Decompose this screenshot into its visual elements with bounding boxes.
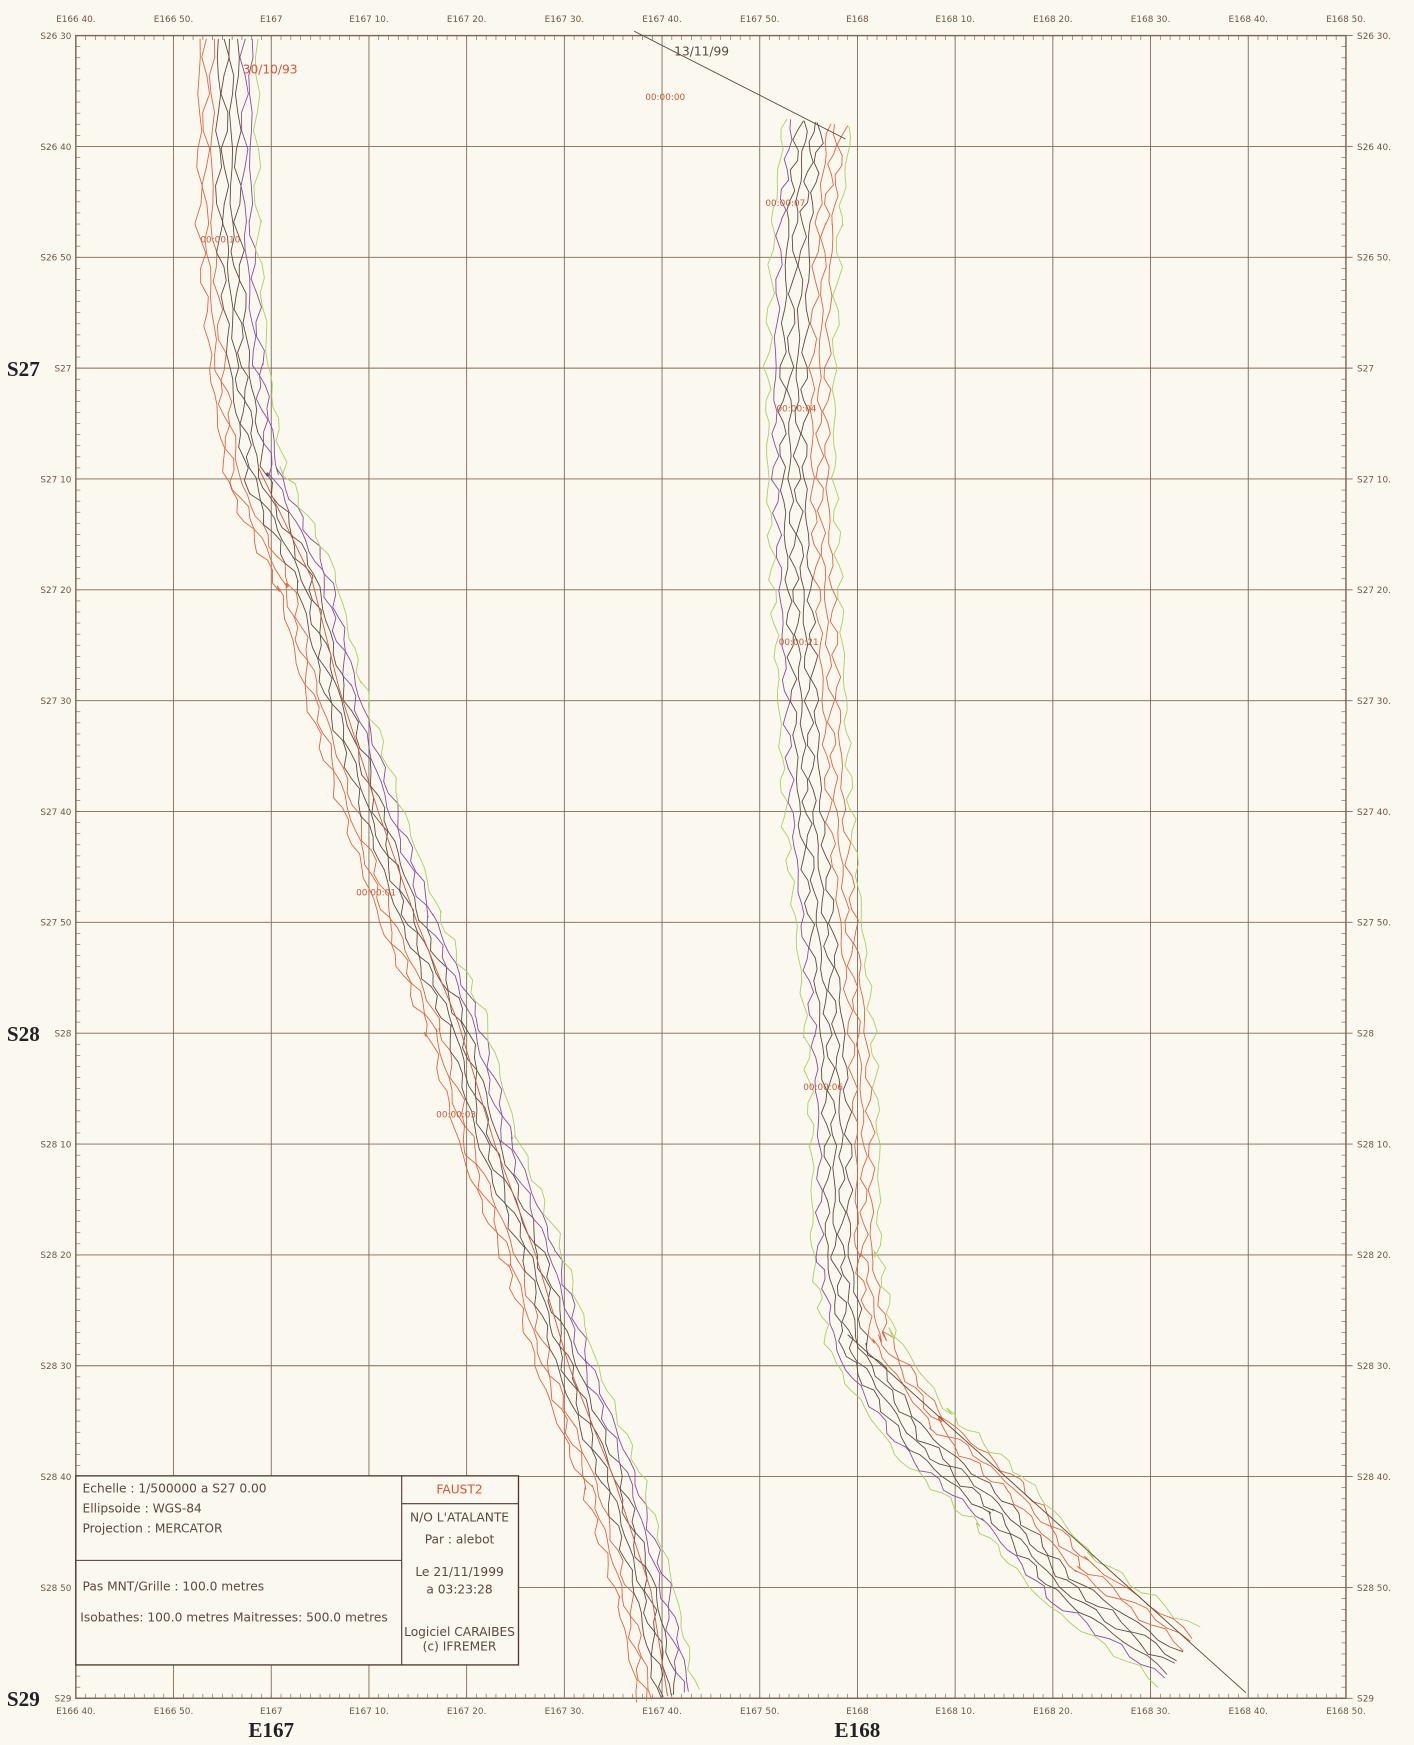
survey-date: 30/10/93 — [243, 62, 298, 76]
top-lon-label: E168 20. — [1033, 15, 1072, 25]
left-lat-label: S26 40 — [40, 143, 71, 153]
left-lat-label: S27 10 — [40, 475, 71, 485]
time-label: 00:00:10 — [200, 235, 240, 245]
time-label: 00:00:00 — [645, 93, 685, 103]
time-label: 00:00:21 — [779, 638, 819, 648]
big-lat-label: S29 — [7, 1687, 40, 1711]
right-lat-label: S27 20. — [1357, 586, 1391, 596]
top-lon-label: E168 50. — [1326, 15, 1365, 25]
time-label: 00:00:03 — [436, 1111, 476, 1121]
left-lat-label: S29 — [54, 1695, 71, 1705]
time-label: 00:00:04 — [777, 405, 817, 415]
bottom-lon-label: E168 — [846, 1707, 869, 1717]
bottom-lon-label: E167 50. — [740, 1707, 779, 1717]
legend-text: Logiciel CARAIBES — [404, 1625, 515, 1639]
bottom-lon-label: E166 50. — [154, 1707, 193, 1717]
bottom-lon-label: E168 30. — [1131, 1707, 1170, 1717]
left-lat-label: S28 20 — [40, 1251, 71, 1261]
time-label: 00:00:07 — [765, 199, 805, 209]
bathymetric-map: E166 40.E166 40.E166 50.E166 50.E167E167… — [0, 0, 1414, 1745]
top-lon-label: E167 20. — [447, 15, 486, 25]
time-label: 00:00:06 — [803, 1083, 843, 1093]
legend-text: Projection : MERCATOR — [83, 1522, 223, 1536]
legend-text: Par : alebot — [425, 1533, 495, 1547]
top-lon-label: E167 50. — [740, 15, 779, 25]
legend-text: (c) IFREMER — [423, 1639, 497, 1653]
left-lat-label: S27 30 — [40, 697, 71, 707]
top-lon-label: E168 40. — [1229, 15, 1268, 25]
big-lat-label: S28 — [7, 1022, 40, 1046]
bottom-lon-label: E167 30. — [545, 1707, 584, 1717]
left-lat-label: S28 10 — [40, 1140, 71, 1150]
right-lat-label: S27 10. — [1357, 475, 1391, 485]
left-lat-label: S27 — [54, 364, 71, 374]
right-lat-label: S26 40. — [1357, 143, 1391, 153]
legend-box: Echelle : 1/500000 a S27 0.00 Ellipsoide… — [76, 1476, 519, 1665]
legend-text: Isobathes: 100.0 metres Maitresses: 500.… — [80, 1611, 388, 1625]
top-lon-label: E168 30. — [1131, 15, 1170, 25]
left-lat-label: S26 30 — [40, 32, 71, 42]
top-lon-label: E168 10. — [935, 15, 974, 25]
bottom-lon-label: E167 40. — [642, 1707, 681, 1717]
right-lat-label: S28 30. — [1357, 1362, 1391, 1372]
big-lon-label: E168 — [835, 1718, 881, 1742]
right-lat-label: S27 30. — [1357, 697, 1391, 707]
legend-text: a 03:23:28 — [426, 1583, 492, 1597]
left-lat-label: S28 30 — [40, 1362, 71, 1372]
legend-text: N/O L'ATALANTE — [410, 1510, 509, 1524]
bottom-lon-label: E167 20. — [447, 1707, 486, 1717]
top-lon-label: E167 — [260, 15, 283, 25]
right-lat-label: S27 50. — [1357, 919, 1391, 929]
right-lat-label: S28 50. — [1357, 1584, 1391, 1594]
bottom-lon-label: E168 20. — [1033, 1707, 1072, 1717]
right-lat-label: S29 — [1357, 1695, 1374, 1705]
left-lat-label: S28 — [54, 1030, 71, 1040]
left-lat-label: S27 20 — [40, 586, 71, 596]
page: {"map": { "top_labels": ["E166 40.", "E1… — [0, 0, 1414, 1745]
legend-text: Pas MNT/Grille : 100.0 metres — [83, 1579, 265, 1593]
legend-text: Ellipsoide : WGS-84 — [83, 1502, 203, 1516]
right-lat-label: S28 40. — [1357, 1473, 1391, 1483]
time-label: 00:00:01 — [356, 888, 396, 898]
left-lat-label: S27 40 — [40, 808, 71, 818]
left-lat-label: S28 50 — [40, 1584, 71, 1594]
top-lon-label: E167 40. — [642, 15, 681, 25]
bottom-lon-label: E168 40. — [1229, 1707, 1268, 1717]
left-lat-label: S26 50 — [40, 254, 71, 264]
legend-text: Echelle : 1/500000 a S27 0.00 — [83, 1482, 267, 1496]
top-lon-label: E167 10. — [349, 15, 388, 25]
bottom-lon-label: E167 — [260, 1707, 283, 1717]
top-lon-label: E166 50. — [154, 15, 193, 25]
right-lat-label: S28 10. — [1357, 1140, 1391, 1150]
bottom-lon-label: E168 50. — [1326, 1707, 1365, 1717]
right-lat-label: S28 20. — [1357, 1251, 1391, 1261]
top-lon-label: E168 — [846, 15, 869, 25]
right-lat-label: S26 50. — [1357, 254, 1391, 264]
right-lat-label: S28 — [1357, 1030, 1374, 1040]
legend-text: FAUST2 — [436, 1483, 482, 1497]
survey-date: 13/11/99 — [674, 45, 729, 59]
top-lon-label: E166 40. — [56, 15, 95, 25]
right-lat-label: S27 — [1357, 364, 1374, 374]
big-lon-label: E167 — [248, 1718, 294, 1742]
bottom-lon-label: E166 40. — [56, 1707, 95, 1717]
big-lat-label: S27 — [7, 357, 40, 381]
left-lat-label: S28 40 — [40, 1473, 71, 1483]
top-lon-label: E167 30. — [545, 15, 584, 25]
right-lat-label: S26 30. — [1357, 32, 1391, 42]
bottom-lon-label: E168 10. — [935, 1707, 974, 1717]
legend-text: Le 21/11/1999 — [415, 1565, 503, 1579]
right-lat-label: S27 40. — [1357, 808, 1391, 818]
bottom-lon-label: E167 10. — [349, 1707, 388, 1717]
left-lat-label: S27 50 — [40, 919, 71, 929]
